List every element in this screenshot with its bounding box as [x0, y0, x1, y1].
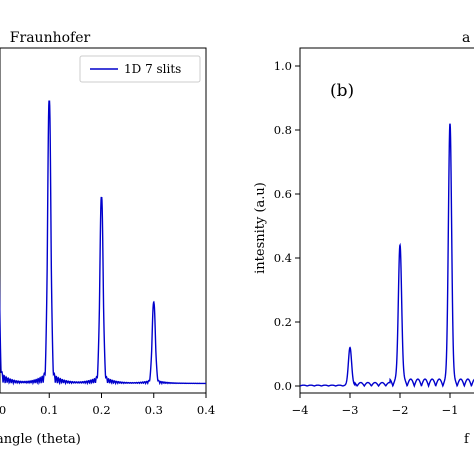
panel-b-y-axis-label: intesnity (a.u) — [253, 182, 268, 274]
panel-b-x-ticks: −4 −3 −2 −1 — [292, 393, 459, 417]
panel-a: Fraunhofer 0.0 0.1 0.2 0.3 0.4 1D 7 slits an… — [0, 30, 215, 447]
panel-a-legend: 1D 7 slits — [79, 55, 201, 83]
panel-a-x-tick-label: 0.3 — [145, 403, 163, 417]
panel-a-frame — [0, 47, 207, 394]
panel-b-y-tick-label: 0.6 — [274, 187, 292, 201]
panel-a-series-line — [0, 100, 206, 386]
legend-box — [79, 55, 201, 83]
legend-label: 1D 7 slits — [124, 62, 181, 76]
panel-b-y-tick-label: 0.2 — [274, 315, 292, 329]
panel-a-x-axis-label: angle (theta) — [0, 432, 81, 447]
panel-b-x-tick-label: −1 — [442, 403, 459, 417]
panel-a-x-tick-label: 0.1 — [40, 403, 58, 417]
panel-b-frame — [299, 47, 474, 394]
panel-b-label: (b) — [330, 81, 354, 101]
panel-b-title: a — [462, 30, 470, 46]
panel-a-x-tick-label: 0.2 — [92, 403, 110, 417]
panel-b-x-tick-label: −4 — [292, 403, 309, 417]
panel-b: a 0.0 0.2 0.4 0.6 0.8 1.0 −4 −3 −2 −1 (b) intesn… — [253, 30, 474, 447]
panel-b-x-tick-label: −2 — [392, 403, 409, 417]
panel-b-y-tick-label: 0.4 — [274, 251, 292, 265]
panel-a-x-ticks: 0.0 0.1 0.2 0.3 0.4 — [0, 393, 215, 417]
panel-a-x-tick-label: 0.0 — [0, 403, 6, 417]
panel-b-y-tick-label: 0.0 — [274, 379, 292, 393]
panel-b-x-tick-label: −3 — [342, 403, 359, 417]
panel-b-y-tick-label: 0.8 — [274, 123, 292, 137]
panel-a-x-tick-label: 0.4 — [197, 403, 215, 417]
panel-b-series-line — [299, 123, 474, 389]
panel-b-y-ticks: 0.0 0.2 0.4 0.6 0.8 1.0 — [274, 59, 300, 393]
panel-b-y-tick-label: 1.0 — [274, 59, 292, 73]
panel-a-title: Fraunhofer — [10, 30, 91, 46]
panel-b-x-axis-label: f — [464, 432, 470, 447]
